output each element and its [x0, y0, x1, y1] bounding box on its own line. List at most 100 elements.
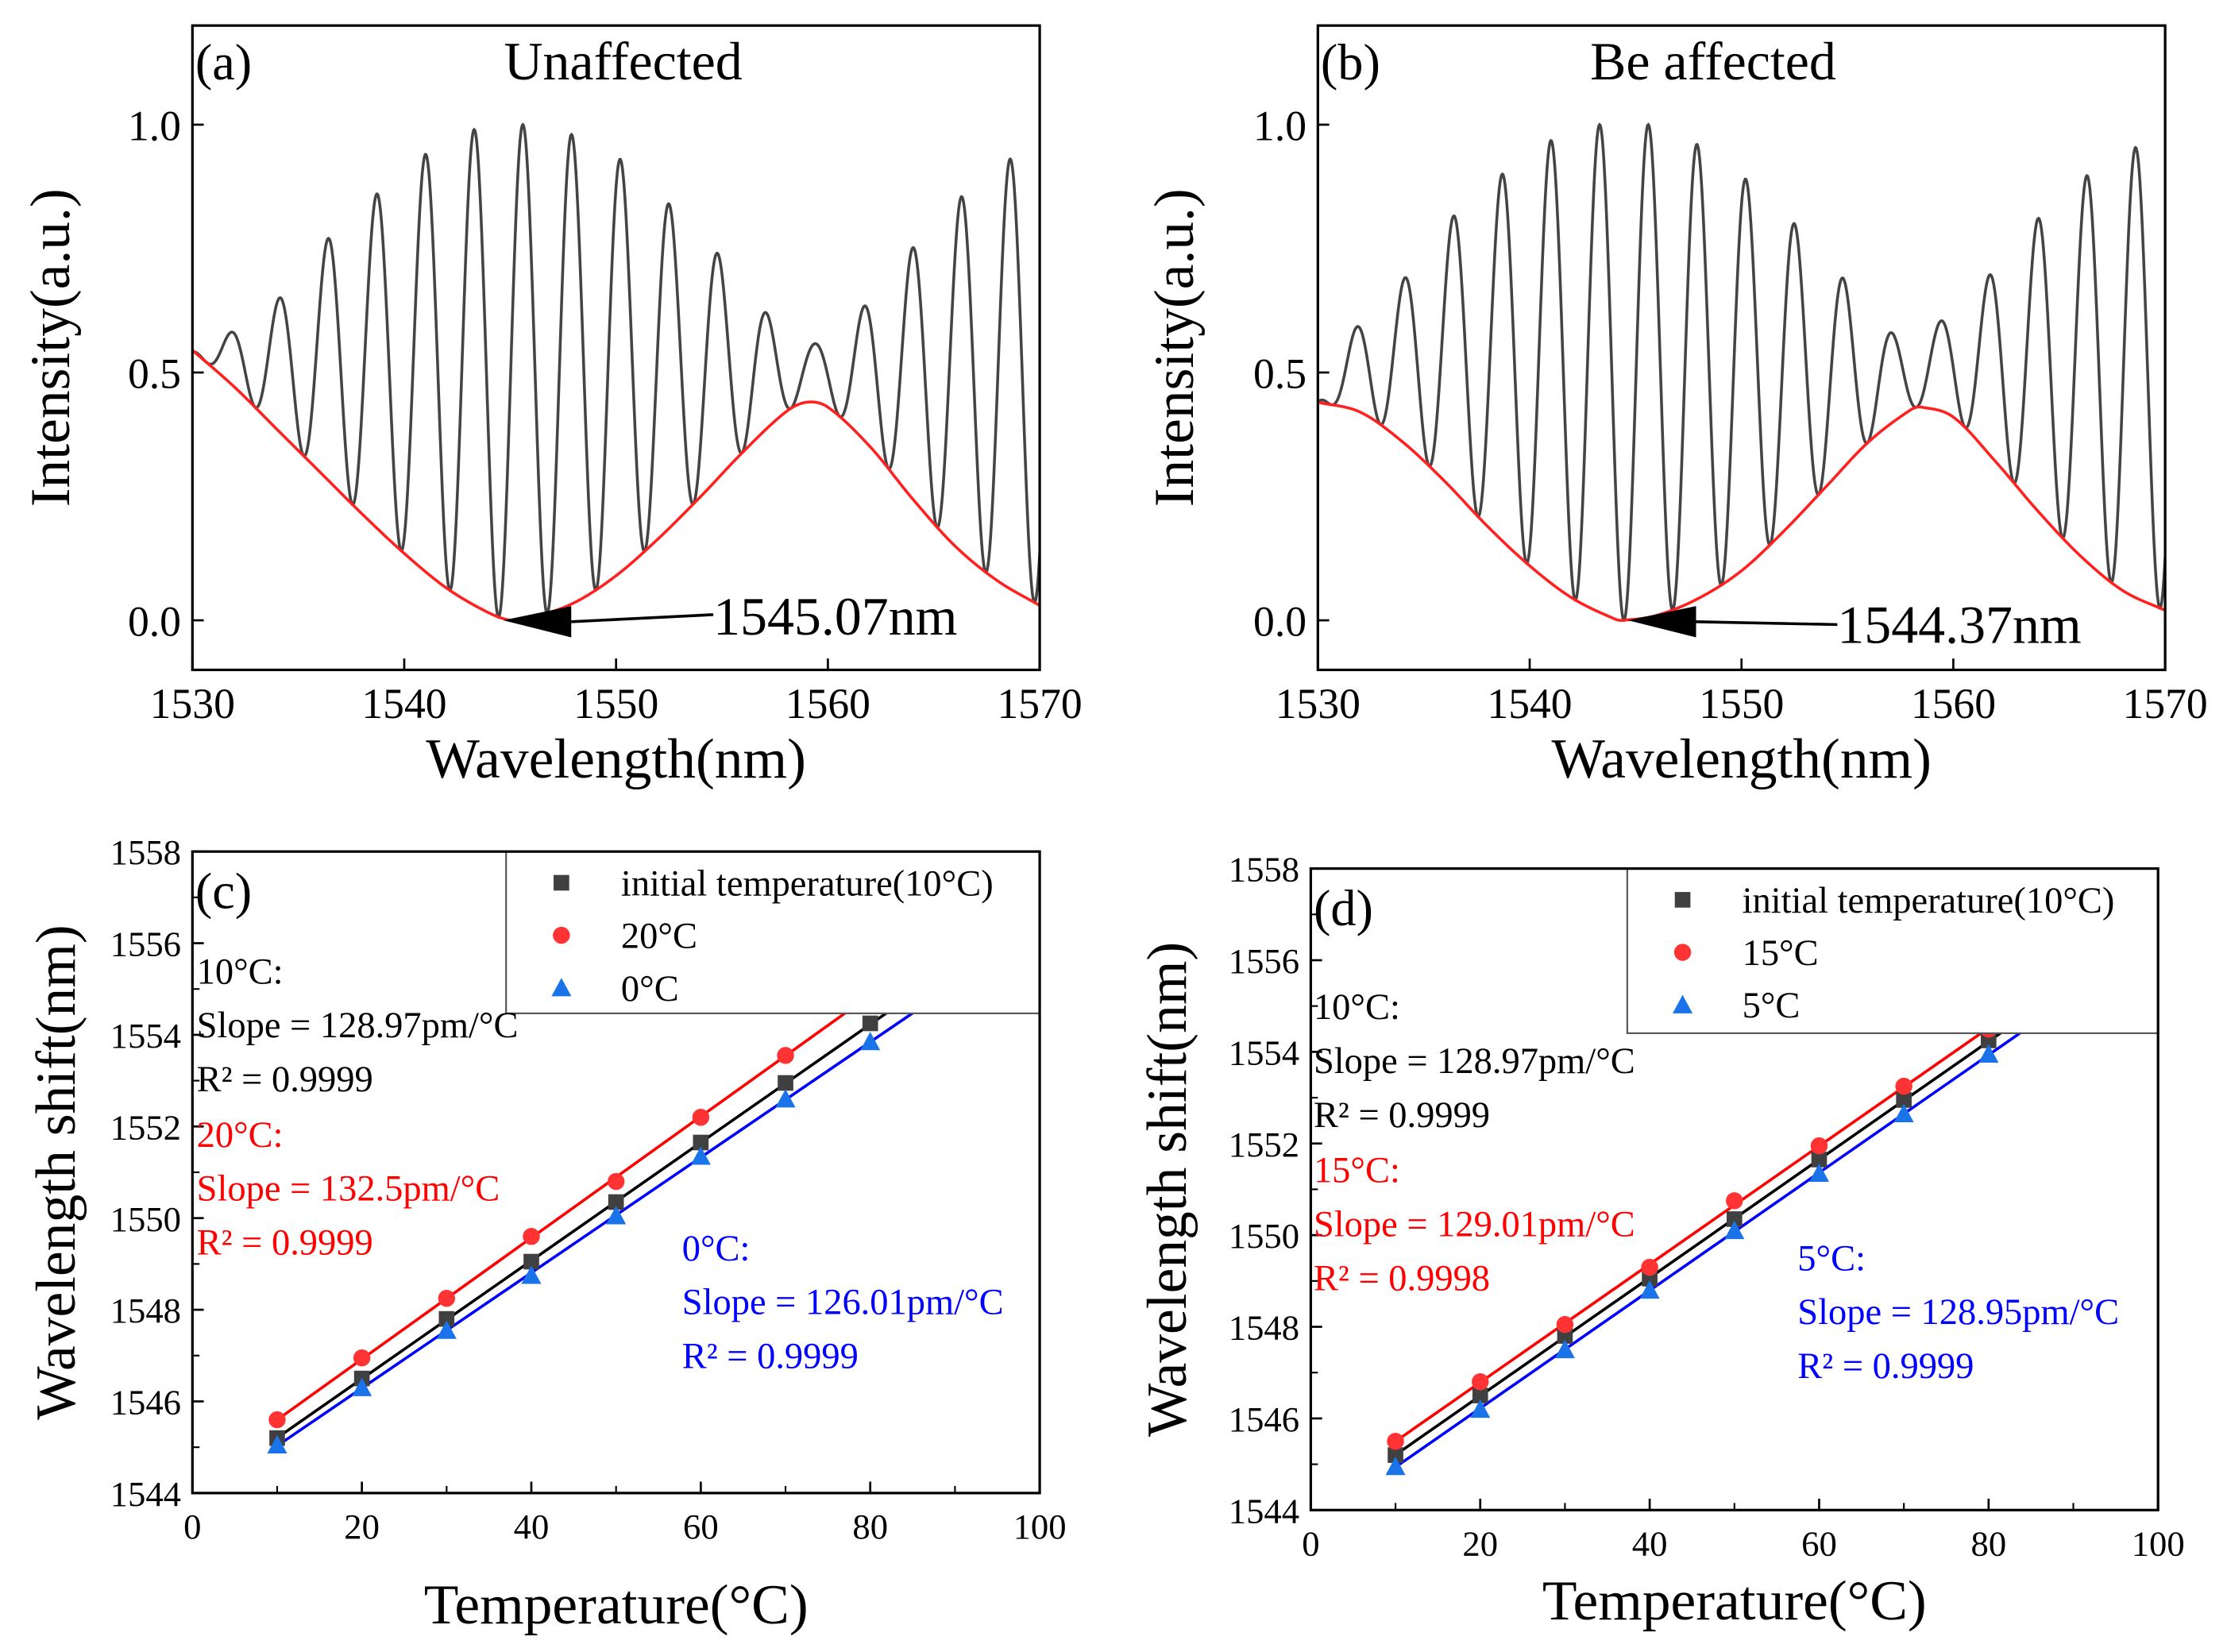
data-point — [1726, 1211, 1743, 1227]
x-axis-title: Temperature(°C) — [1542, 1569, 1927, 1632]
data-point — [1808, 1163, 1829, 1182]
legend-label: 0°C — [621, 969, 679, 1009]
panel-title: Unaffected — [504, 31, 742, 91]
legend-label: 20°C — [621, 917, 697, 957]
legend-label: initial temperature(10°C) — [621, 864, 994, 905]
spectrum-line — [192, 122, 1040, 620]
data-point — [1895, 1077, 1912, 1095]
y-tick-label: 1552 — [110, 1107, 181, 1147]
x-tick-label: 60 — [683, 1507, 719, 1546]
data-point — [1726, 1192, 1743, 1210]
x-tick-label: 100 — [1013, 1507, 1067, 1546]
x-tick-label: 40 — [1632, 1523, 1668, 1563]
fit-annotation-label: 0°C: — [682, 1229, 751, 1269]
legend-box — [1626, 867, 2159, 1034]
data-point — [690, 1146, 711, 1165]
panel-c: 0 20 40 60 80 100 1544 1546 1548 1550 1552 1554 1556… — [25, 832, 1067, 1636]
panel-label: (c) — [195, 863, 252, 920]
legend-label: 15°C — [1743, 933, 1819, 974]
data-point — [775, 1089, 796, 1108]
y-tick-label: 1.0 — [1253, 102, 1306, 150]
x-tick-label: 40 — [514, 1507, 550, 1546]
data-point — [521, 1265, 542, 1284]
data-point — [353, 1349, 371, 1367]
y-tick-label: 1546 — [110, 1383, 181, 1422]
fit-annotation-label: 5°C: — [1797, 1238, 1866, 1279]
fit-annotation-r2: R² = 0.9999 — [197, 1060, 373, 1100]
y-tick-label: 0.0 — [128, 598, 181, 646]
data-point — [438, 1289, 456, 1307]
data-point — [523, 1253, 539, 1270]
fit-annotation-label: 15°C: — [1314, 1151, 1400, 1191]
data-point — [1385, 1456, 1406, 1476]
y-tick-label: 1556 — [110, 924, 181, 964]
y-tick-label: 1544 — [110, 1474, 181, 1514]
data-point — [1472, 1373, 1489, 1391]
data-point — [1641, 1258, 1658, 1276]
spectrum-line — [1318, 122, 2166, 623]
legend: initial temperature(10°C) 15°C 5°C — [1626, 867, 2159, 1034]
panel-d: 0 20 40 60 80 100 1544 1546 1548 1550 1552 1554 1556… — [1136, 850, 2185, 1632]
data-point — [1472, 1388, 1488, 1403]
plot-frame — [1309, 867, 2159, 1511]
envelope-line — [192, 349, 1040, 623]
fit-annotation-r2: R² = 0.9999 — [1797, 1346, 1974, 1387]
plot-frame — [191, 24, 1041, 672]
annotation-arrowhead-icon — [503, 606, 572, 638]
y-tick-label: 1556 — [1229, 941, 1299, 981]
legend-marker-circle-icon — [553, 926, 570, 944]
fit-annotation-label: 10°C: — [1314, 987, 1400, 1028]
panel-a: 1530 1540 1550 1560 1570 0.0 0.5 1.0 Wavelength(… — [19, 24, 1083, 790]
x-tick-label: 1530 — [1276, 680, 1361, 728]
annotation-arrow-line — [571, 613, 714, 623]
y-tick-label: 1546 — [1229, 1399, 1299, 1439]
legend-label: 5°C — [1743, 986, 1801, 1026]
y-tick-label: 1.0 — [128, 102, 181, 150]
fit-annotation-slope: Slope = 126.01pm/°C — [682, 1283, 1004, 1323]
y-tick-label: 1548 — [110, 1291, 181, 1330]
x-tick-label: 1550 — [1699, 680, 1784, 728]
x-tick-label: 1560 — [1911, 680, 1996, 728]
y-tick-label: 1558 — [1229, 850, 1299, 890]
legend-marker-square-icon — [554, 874, 569, 891]
x-tick-label: 0 — [1302, 1523, 1319, 1563]
fit-annotation-r2: R² = 0.9999 — [197, 1223, 373, 1264]
x-axis-title: Temperature(°C) — [424, 1573, 809, 1636]
fit-annotation-r2: R² = 0.9999 — [1314, 1095, 1490, 1136]
data-point — [1388, 1447, 1403, 1463]
x-tick-label: 0 — [183, 1507, 201, 1546]
y-tick-label: 1548 — [1229, 1308, 1299, 1348]
panel-label: (d) — [1314, 880, 1373, 936]
plot-area — [192, 122, 1040, 623]
plot-frame — [191, 850, 1041, 1495]
x-tick-label: 1560 — [785, 680, 870, 728]
x-tick-label: 60 — [1801, 1523, 1837, 1563]
data-point — [608, 1194, 624, 1210]
data-point — [1811, 1152, 1828, 1168]
y-tick-label: 1544 — [1229, 1491, 1299, 1530]
data-point — [1387, 1433, 1404, 1450]
data-point — [523, 1228, 540, 1245]
annotation-arrow-line — [1696, 620, 1838, 627]
y-axis-title: Wavelength shift(nm) — [25, 924, 87, 1419]
x-tick-label: 1530 — [150, 680, 235, 728]
data-point — [862, 1015, 878, 1032]
data-point — [860, 1032, 881, 1051]
data-point — [777, 1047, 794, 1064]
data-point — [693, 1134, 709, 1151]
fit-annotation-r2: R² = 0.9999 — [682, 1337, 859, 1377]
data-point — [692, 1109, 710, 1126]
y-axis-title: Intensity(a.u.) — [19, 188, 82, 507]
data-point — [1810, 1137, 1828, 1155]
fit-annotation-slope: Slope = 128.95pm/°C — [1797, 1292, 2119, 1333]
x-tick-label: 1570 — [997, 680, 1082, 728]
fit-annotation-slope: Slope = 128.97pm/°C — [1314, 1041, 1635, 1082]
x-axis-title: Wavelength(nm) — [426, 728, 805, 790]
panel-label: (b) — [1321, 34, 1380, 91]
y-tick-label: 0.0 — [1253, 598, 1306, 646]
x-tick-label: 80 — [1970, 1523, 2006, 1563]
legend: initial temperature(10°C) 20°C 0°C — [505, 851, 1041, 1014]
data-point — [438, 1310, 455, 1327]
x-tick-label: 1540 — [361, 680, 446, 728]
fit-annotation-label: 20°C: — [197, 1115, 284, 1156]
